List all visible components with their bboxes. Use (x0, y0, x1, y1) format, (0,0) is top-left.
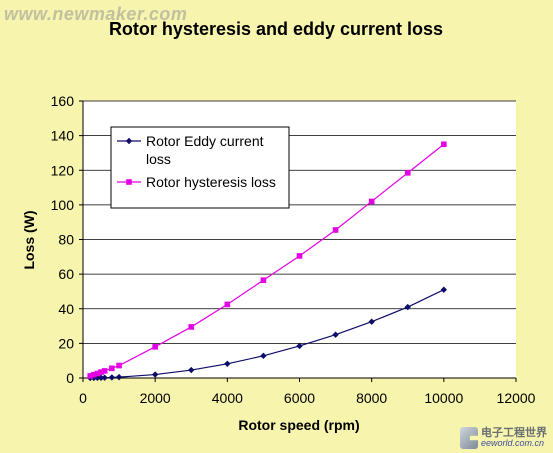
data-point-0-10 (260, 352, 267, 360)
y-tick-label-8: 160 (51, 93, 75, 109)
logo-en-text: eeworld.com.cn (481, 438, 545, 448)
data-point-1-4 (101, 368, 108, 374)
data-point-1-6 (116, 362, 122, 369)
x-tick-label-3: 6000 (284, 390, 315, 406)
data-point-0-14 (404, 303, 411, 311)
legend-swatch-marker-1 (126, 179, 132, 185)
legend-swatch-marker-0 (125, 137, 133, 145)
y-tick-label-2: 40 (58, 301, 74, 317)
logo-icon (460, 427, 478, 449)
logo-cn-text: 电子工程世界 (481, 427, 547, 439)
series-group (87, 141, 448, 382)
data-point-1-10 (260, 277, 267, 283)
x-tick-label-0: 0 (79, 390, 87, 406)
data-point-1-13 (368, 198, 375, 205)
x-tick-label-6: 12000 (497, 390, 536, 406)
y-tick-label-0: 0 (66, 370, 74, 386)
data-point-1-5 (109, 365, 115, 372)
data-point-0-6 (115, 373, 123, 381)
data-point-0-4 (101, 374, 108, 381)
data-point-1-9 (224, 301, 231, 308)
x-axis-label: Rotor speed (rpm) (238, 417, 359, 433)
x-tick-label-5: 10000 (424, 390, 463, 406)
tick-labels: 0 20 40 60 80 100 120 140 160 0 2000 4000 6000 8000 10… (51, 93, 536, 406)
data-point-0-8 (188, 366, 195, 374)
data-point-1-11 (296, 253, 303, 259)
data-point-1-15 (441, 141, 447, 148)
watermark: www.newmaker.com (4, 4, 188, 24)
data-point-1-1 (91, 371, 97, 378)
data-point-0-12 (332, 331, 339, 338)
data-point-1-3 (98, 369, 104, 375)
y-axis-label: Loss (W) (21, 210, 37, 269)
y-tick-label-1: 20 (58, 335, 74, 351)
data-point-0-7 (151, 371, 159, 378)
y-tick-label-3: 60 (58, 266, 74, 282)
data-point-0-11 (296, 342, 303, 350)
x-tick-label-1: 2000 (140, 390, 171, 406)
legend-label-1: Rotor hysteresis loss (146, 174, 276, 190)
x-tick-label-4: 8000 (356, 390, 387, 406)
y-tick-label-4: 80 (58, 232, 74, 248)
series-1 (87, 141, 447, 379)
data-point-1-0 (87, 373, 94, 379)
x-tick-label-2: 4000 (212, 390, 243, 406)
data-point-1-2 (94, 370, 101, 377)
y-tick-label-7: 140 (51, 128, 75, 144)
chart-title: Rotor hysteresis and eddy current loss (109, 19, 443, 39)
data-point-0-15 (440, 286, 448, 293)
data-point-1-14 (404, 170, 411, 176)
data-point-0-9 (224, 360, 231, 368)
data-point-1-12 (332, 227, 339, 233)
data-point-1-8 (188, 324, 195, 330)
y-tick-label-6: 120 (51, 162, 75, 178)
legend: Rotor Eddy current loss Rotor hysteresis l… (110, 126, 290, 209)
y-tick-label-5: 100 (51, 197, 75, 213)
data-point-0-5 (108, 374, 116, 381)
data-point-0-13 (368, 318, 375, 325)
data-point-1-7 (152, 344, 158, 350)
legend-label-0: Rotor Eddy current loss (146, 133, 264, 167)
site-logo: 电子工程世界 eeworld.com.cn (460, 427, 547, 449)
